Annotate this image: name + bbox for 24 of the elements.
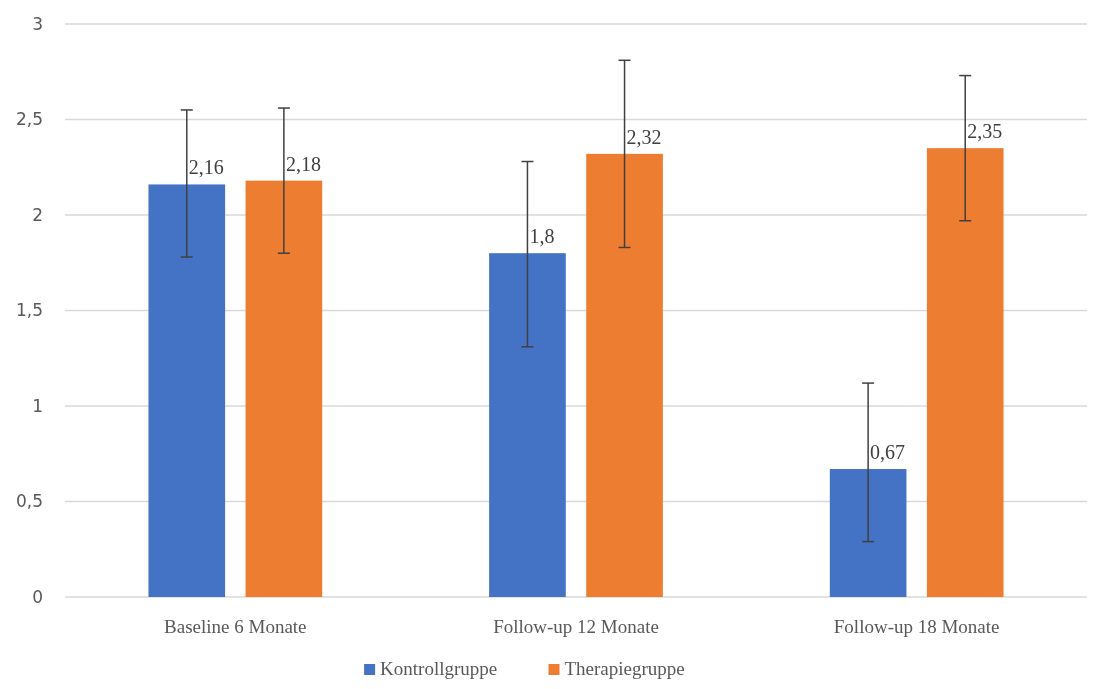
data-label: 2,16 [188, 156, 224, 179]
bar [489, 253, 566, 597]
data-label: 2,35 [967, 120, 1003, 143]
y-tick-label: 3 [32, 13, 43, 34]
y-tick-label: 2,5 [15, 109, 43, 130]
bar [586, 153, 663, 597]
bar [148, 184, 226, 597]
bar [829, 469, 907, 597]
y-tick-label: 0,5 [15, 491, 43, 512]
data-label: 0,67 [870, 441, 906, 464]
legend-label: Therapiegruppe [564, 658, 685, 679]
bar [926, 148, 1004, 597]
y-tick-label: 1,5 [15, 300, 43, 321]
y-tick-label: 1 [32, 395, 43, 416]
y-tick-label: 2 [32, 204, 43, 225]
data-label: 2,32 [626, 125, 662, 148]
legend-label: Kontrollgruppe [380, 658, 498, 679]
bar [245, 180, 323, 597]
data-label: 1,8 [529, 225, 555, 248]
y-tick-label: 0 [32, 586, 43, 607]
data-label: 2,18 [285, 152, 321, 175]
x-tick-label: Baseline 6 Monate [164, 616, 307, 637]
x-tick-label: Follow-up 18 Monate [833, 616, 1000, 637]
x-tick-label: Follow-up 12 Monate [493, 616, 659, 637]
